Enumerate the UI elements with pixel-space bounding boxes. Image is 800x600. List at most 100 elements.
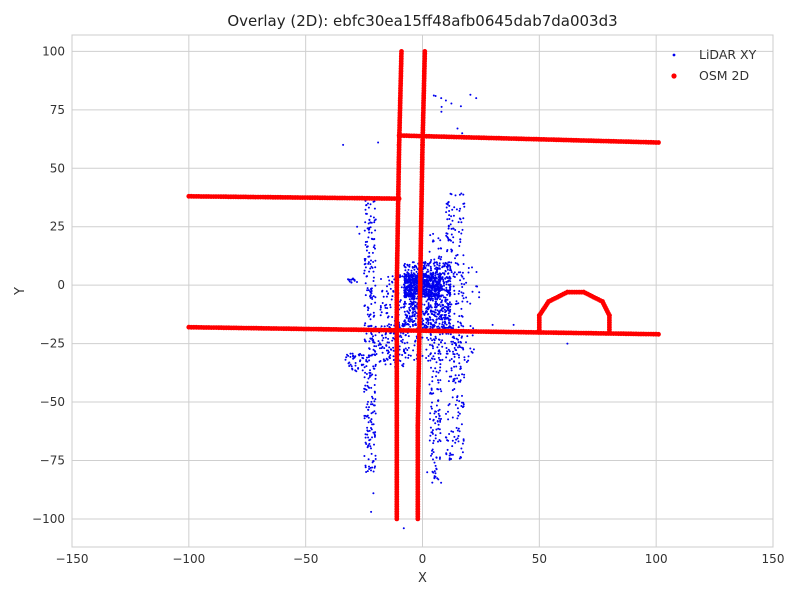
- lidar-point: [433, 341, 436, 344]
- lidar-point: [372, 340, 375, 343]
- y-tick-label: −50: [40, 395, 65, 409]
- lidar-point: [447, 283, 450, 286]
- lidar-point: [379, 308, 382, 311]
- lidar-point: [452, 335, 455, 338]
- lidar-point: [472, 327, 475, 330]
- lidar-point: [467, 271, 470, 274]
- lidar-point: [448, 350, 451, 353]
- lidar-point: [441, 332, 444, 335]
- lidar-point: [431, 345, 434, 348]
- lidar-point: [432, 285, 435, 288]
- lidar-point: [430, 272, 433, 275]
- lidar-point: [367, 222, 370, 225]
- lidar-point: [436, 273, 439, 276]
- lidar-point: [453, 347, 456, 349]
- lidar-point: [446, 203, 449, 206]
- lidar-point: [460, 192, 463, 195]
- lidar-point: [379, 314, 382, 317]
- lidar-point: [411, 307, 414, 310]
- lidar-point: [431, 376, 434, 378]
- x-tick-label: 150: [762, 552, 785, 566]
- lidar-point: [432, 418, 435, 421]
- lidar-point: [449, 326, 452, 329]
- lidar-point: [437, 257, 440, 260]
- lidar-point: [456, 399, 458, 402]
- lidar-point: [429, 265, 432, 268]
- lidar-point: [413, 320, 416, 322]
- lidar-point: [407, 280, 410, 283]
- lidar-point: [414, 301, 417, 304]
- lidar-point: [446, 350, 448, 353]
- lidar-point: [426, 262, 429, 265]
- lidar-point: [380, 311, 383, 314]
- lidar-point: [449, 265, 452, 268]
- lidar-point: [365, 388, 368, 391]
- lidar-point: [460, 423, 463, 426]
- lidar-point: [452, 236, 455, 239]
- lidar-point: [413, 295, 416, 298]
- lidar-point: [349, 363, 352, 366]
- lidar-point: [390, 298, 393, 301]
- lidar-point: [381, 290, 384, 293]
- lidar-point: [449, 285, 452, 288]
- lidar-point: [414, 310, 416, 313]
- y-tick-label: −75: [40, 453, 65, 467]
- lidar-point: [369, 291, 372, 294]
- lidar-point: [432, 239, 435, 242]
- lidar-point: [434, 290, 437, 293]
- lidar-point: [352, 277, 354, 280]
- lidar-point: [379, 305, 382, 307]
- lidar-point: [431, 431, 434, 434]
- lidar-point: [368, 315, 370, 318]
- lidar-point: [425, 282, 428, 285]
- lidar-point: [386, 307, 389, 310]
- lidar-point: [421, 336, 424, 339]
- lidar-point: [456, 396, 459, 399]
- lidar-point: [447, 380, 450, 383]
- lidar-point: [432, 347, 434, 350]
- lidar-point: [446, 448, 449, 451]
- lidar-point: [453, 377, 456, 380]
- lidar-point: [460, 291, 463, 294]
- lidar-point: [384, 363, 387, 366]
- legend-label: LiDAR XY: [699, 47, 757, 62]
- lidar-point: [457, 374, 460, 377]
- lidar-point: [455, 344, 458, 347]
- lidar-point: [433, 323, 435, 326]
- lidar-point: [441, 299, 443, 302]
- lidar-point: [430, 366, 432, 369]
- lidar-point: [364, 259, 366, 262]
- lidar-point: [462, 263, 465, 265]
- lidar-point: [465, 341, 467, 344]
- lidar-point: [452, 275, 455, 278]
- lidar-point: [403, 300, 406, 303]
- lidar-point: [441, 323, 444, 326]
- lidar-point: [429, 289, 432, 292]
- lidar-point: [412, 311, 415, 314]
- lidar-point: [431, 326, 434, 329]
- lidar-point: [432, 232, 435, 235]
- lidar-point: [405, 276, 408, 278]
- lidar-point: [450, 233, 453, 236]
- lidar-point: [365, 365, 368, 368]
- lidar-point: [456, 253, 459, 256]
- lidar-point: [430, 286, 433, 288]
- lidar-point: [454, 381, 457, 384]
- lidar-point: [363, 258, 366, 260]
- lidar-point: [366, 403, 369, 406]
- lidar-point: [443, 284, 445, 287]
- lidar-point: [432, 439, 435, 442]
- lidar-point: [342, 143, 345, 146]
- lidar-point: [439, 333, 441, 336]
- lidar-point: [422, 264, 425, 267]
- lidar-point: [368, 468, 371, 470]
- lidar-point: [437, 423, 440, 426]
- lidar-point: [429, 234, 432, 237]
- lidar-point: [423, 266, 425, 269]
- lidar-point: [448, 214, 451, 217]
- lidar-point: [368, 406, 370, 409]
- lidar-point: [427, 297, 430, 300]
- lidar-point: [408, 306, 411, 309]
- lidar-point: [434, 434, 437, 437]
- lidar-point: [384, 336, 387, 339]
